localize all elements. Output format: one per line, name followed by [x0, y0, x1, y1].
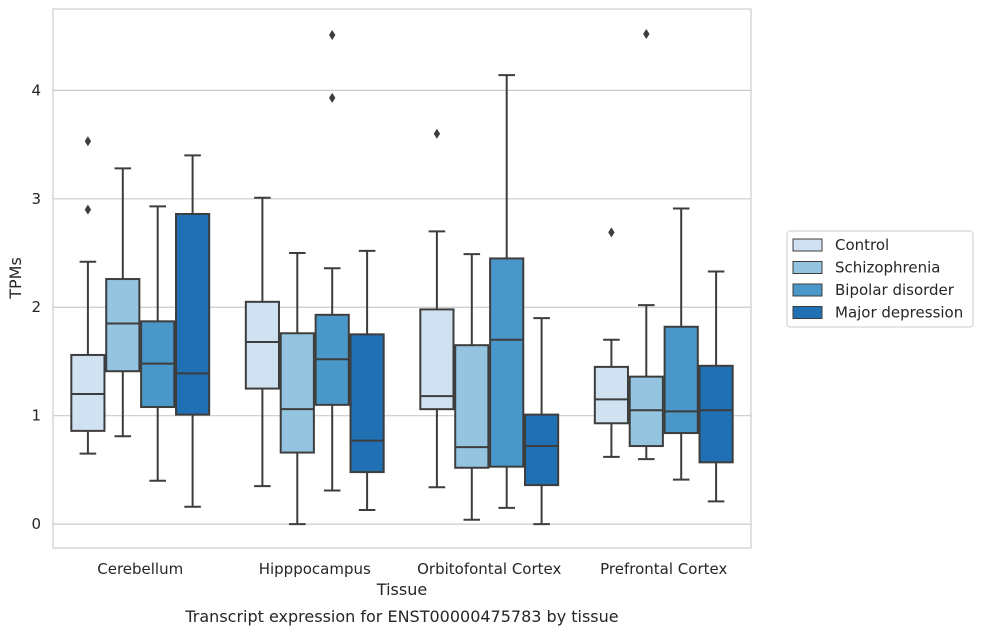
x-tick-labels: Cerebellum Hipppocampus Orbitofontal Corte… [97, 560, 727, 578]
x-tick-label: Hipppocampus [259, 560, 371, 578]
outlier-point [84, 204, 92, 215]
x-axis-title: Tissue [376, 580, 427, 599]
box-major-depression [524, 317, 560, 526]
legend-label: Major depression [835, 304, 963, 322]
category-group [70, 136, 211, 508]
legend-frame [786, 230, 974, 328]
legend-swatch [792, 283, 823, 297]
category-group [419, 74, 560, 526]
box-bipolar-disorder [489, 74, 525, 509]
box-major-depression [349, 249, 385, 512]
outlier-point [329, 92, 336, 103]
box-schizophrenia [105, 167, 141, 438]
box-body [279, 332, 315, 454]
legend-entry: Bipolar disorder [792, 281, 955, 299]
outlier-point [643, 28, 650, 39]
outlier-point [329, 30, 336, 41]
legend-swatch [792, 261, 823, 274]
box-bipolar-disorder [314, 30, 350, 492]
legend-label: Control [835, 236, 889, 254]
y-tick-label: 3 [31, 190, 41, 208]
box-bipolar-disorder [663, 207, 699, 481]
box-control [593, 227, 629, 458]
y-axis-title: TPMs [6, 257, 25, 300]
legend-label: Bipolar disorder [835, 281, 955, 299]
legend-swatch [792, 306, 823, 319]
box-body [663, 325, 699, 435]
box-body [593, 365, 629, 425]
box-schizophrenia [454, 253, 490, 521]
box-control [419, 128, 455, 489]
box-body [105, 278, 141, 373]
legend-entry: Schizophrenia [792, 259, 940, 277]
box-groups [70, 28, 734, 526]
y-tick-label: 1 [31, 407, 41, 425]
box-major-depression [698, 270, 734, 503]
plot-area-frame [52, 8, 752, 549]
box-body [244, 300, 280, 390]
box-body [70, 353, 106, 432]
outlier-point [433, 128, 441, 139]
y-tick-label: 0 [31, 515, 41, 533]
outlier-point [84, 136, 92, 147]
box-body [524, 413, 560, 487]
y-tick-labels: 0 1 2 3 4 [31, 81, 41, 533]
outlier-point [608, 227, 615, 238]
box-body [454, 344, 490, 469]
chart-caption: Transcript expression for ENST0000047578… [184, 607, 618, 626]
legend-entry: Control [792, 236, 889, 254]
box-body [349, 333, 385, 474]
box-bipolar-disorder [140, 205, 176, 482]
category-group [593, 28, 734, 503]
legend-entry: Major depression [792, 304, 963, 322]
y-tick-label: 4 [31, 81, 41, 99]
y-tick-label: 2 [31, 298, 41, 316]
box-control [70, 136, 106, 455]
legend-swatch [792, 238, 823, 252]
box-body [628, 375, 664, 448]
box-body [419, 308, 455, 411]
legend: Control Schizophrenia Bipolar disorder Majo… [786, 230, 974, 328]
box-body [489, 257, 525, 468]
category-group [244, 30, 385, 526]
box-body [175, 212, 211, 416]
box-major-depression [175, 154, 211, 508]
x-tick-label: Prefrontal Cortex [600, 560, 727, 578]
box-control [244, 196, 280, 488]
box-body [698, 364, 734, 464]
legend-label: Schizophrenia [835, 259, 940, 277]
box-schizophrenia [628, 28, 664, 461]
box-schizophrenia [279, 252, 315, 526]
x-tick-label: Cerebellum [97, 560, 183, 578]
x-tick-label: Orbitofontal Cortex [417, 560, 561, 578]
